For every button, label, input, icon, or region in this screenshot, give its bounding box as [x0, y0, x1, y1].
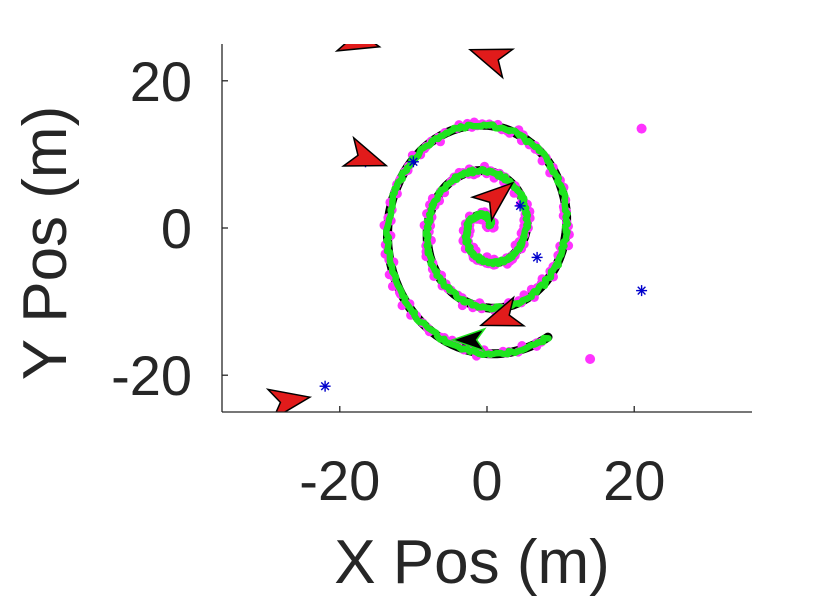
vehicle-shape [341, 135, 389, 167]
y-tick-label: 20 [130, 50, 192, 113]
x-tick-label: 0 [471, 449, 502, 512]
x-axis-label: X Pos (m) [334, 528, 610, 597]
sensor-star-stroke [409, 157, 418, 167]
tick-labels: -20 0 20 -20 0 20 [111, 50, 665, 512]
sensor-star [531, 251, 543, 263]
vehicle-shape [479, 295, 527, 327]
sensor-star-stroke [637, 286, 646, 295]
plot-area [265, 44, 648, 412]
sensor-star [636, 285, 648, 297]
sensor-star-stroke [320, 381, 330, 391]
y-tick-label: -20 [111, 344, 192, 407]
sensor-star [319, 380, 331, 392]
sensor-dot [585, 354, 596, 364]
sensor-star-stroke [515, 201, 525, 211]
vehicle-shape [334, 44, 382, 52]
x-tick-label: -20 [299, 449, 380, 512]
vehicle-marker [479, 295, 527, 327]
vehicle-shape [265, 388, 313, 412]
vehicle-marker [469, 181, 515, 223]
y-axis-label: Y Pos (m) [11, 106, 80, 380]
x-tick-label: 20 [603, 449, 665, 512]
path-end-arrow [450, 327, 487, 353]
y-tick-label: 0 [161, 197, 192, 260]
vehicle-shape [468, 48, 516, 80]
estimate-path [383, 121, 572, 359]
sensor-dot [636, 123, 647, 134]
vehicle-marker [341, 135, 389, 167]
vehicle-marker [334, 44, 382, 52]
sensor-star [407, 156, 419, 168]
vehicle-marker [468, 48, 516, 80]
vehicle-marker [265, 388, 313, 412]
vehicle-shape [469, 181, 515, 223]
sensor-star [514, 200, 526, 212]
sensor-star-stroke [532, 253, 542, 262]
